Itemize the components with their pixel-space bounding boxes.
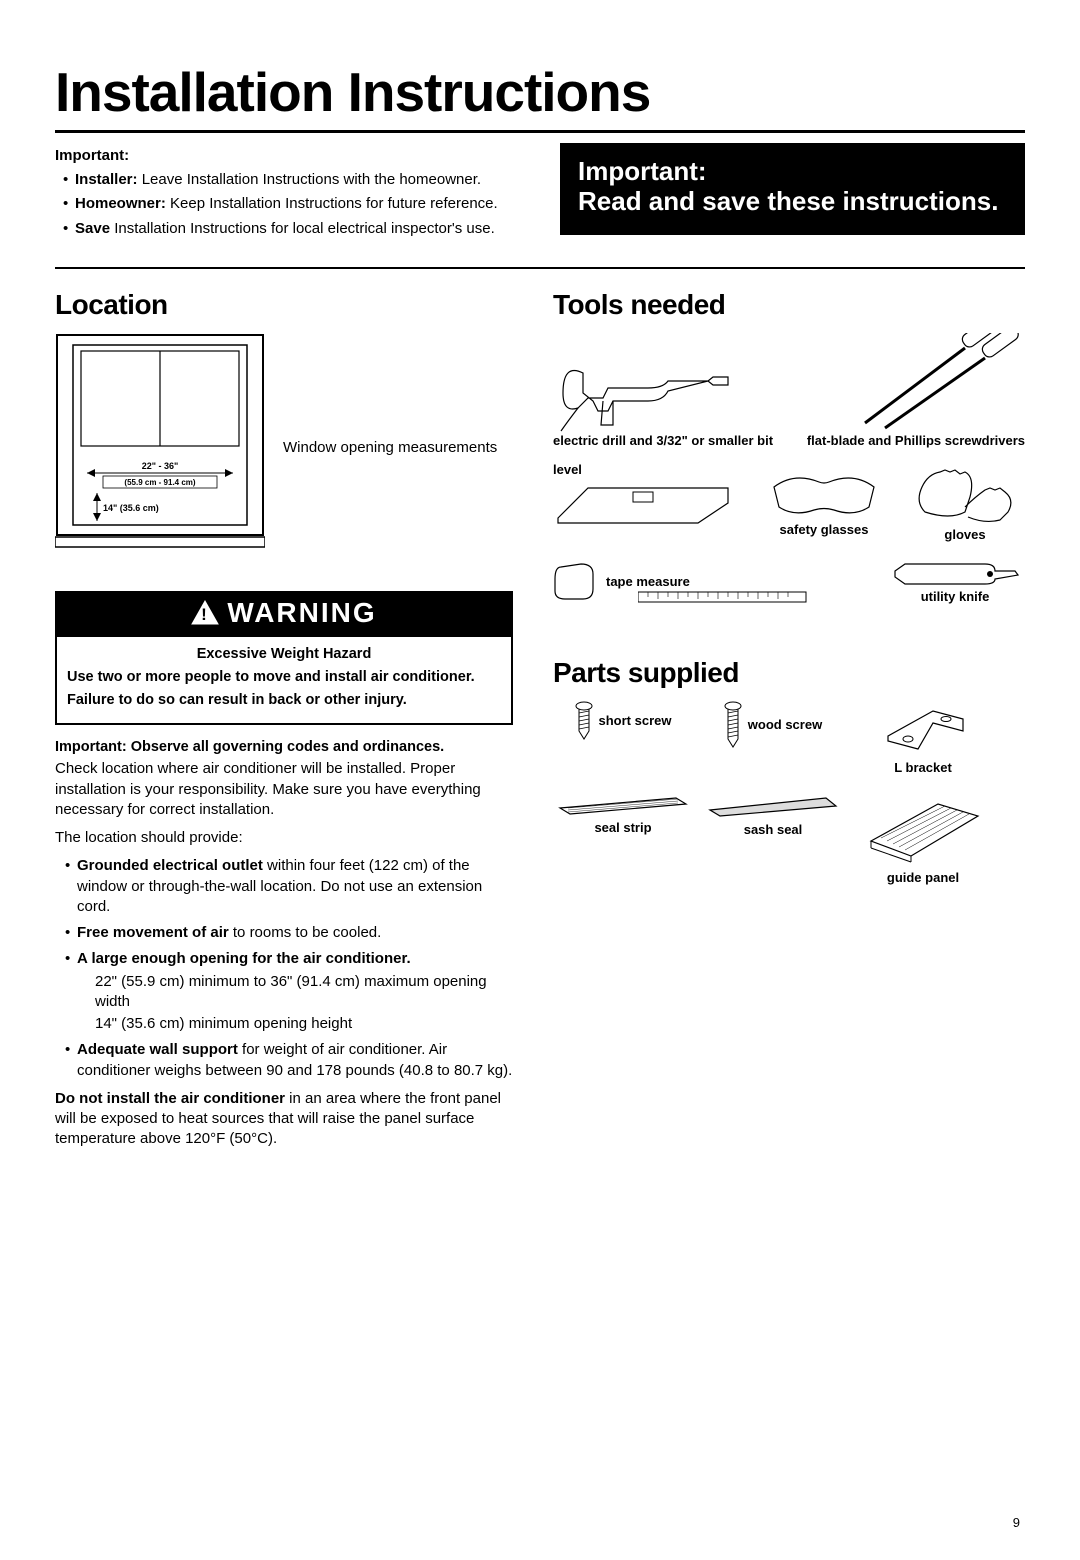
gloves-label: gloves: [944, 527, 985, 543]
do-not-install: Do not install the air conditioner in an…: [55, 1089, 513, 1150]
part-wood-screw: wood screw: [703, 701, 843, 776]
req-bold: Free movement of air: [77, 924, 229, 941]
warning-body: Excessive Weight Hazard Use two or more …: [55, 637, 513, 726]
window-caption: Window opening measurements: [283, 438, 497, 458]
top-row: Important: Installer: Leave Installation…: [55, 143, 1025, 243]
drill-icon: [553, 333, 733, 433]
tape-measure-icon: [553, 559, 598, 604]
tools-heading: Tools needed: [553, 289, 1025, 321]
important-bold: Save: [75, 220, 110, 237]
guide-panel-label: guide panel: [887, 870, 959, 886]
level-icon: [553, 478, 733, 528]
window-diagram-icon: 22" - 36" (55.9 cm - 91.4 cm) 14" (35.6 …: [55, 333, 265, 563]
req-text: to rooms to be cooled.: [229, 924, 382, 941]
warning-banner-text: WARNING: [227, 597, 376, 629]
warning-banner: ! WARNING: [55, 591, 513, 637]
level-label: level: [553, 462, 582, 478]
provide-intro: The location should provide:: [55, 828, 513, 848]
important-label: Important:: [55, 147, 520, 164]
requirement-item: Free movement of air to rooms to be cool…: [65, 923, 513, 943]
requirement-item: Grounded electrical outlet within four f…: [65, 856, 513, 917]
l-bracket-icon: [878, 701, 968, 756]
important-item: Homeowner: Keep Installation Instruction…: [63, 194, 520, 214]
important-text: Leave Installation Instructions with the…: [138, 171, 482, 188]
svg-text:!: !: [201, 605, 209, 624]
warning-line: Use two or more people to move and insta…: [67, 668, 501, 688]
part-guide-panel: guide panel: [853, 796, 993, 886]
short-screw-icon: [575, 701, 593, 741]
tool-glasses: safety glasses: [759, 462, 889, 538]
callout-line1: Important:: [578, 157, 1007, 187]
drill-label: electric drill and 3/32" or smaller bit: [553, 433, 773, 449]
part-l-bracket: L bracket: [853, 701, 993, 776]
important-item: Installer: Leave Installation Instructio…: [63, 170, 520, 190]
parts-heading: Parts supplied: [553, 657, 1025, 689]
guide-panel-icon: [863, 796, 983, 866]
important-list: Installer: Leave Installation Instructio…: [55, 170, 520, 239]
req-bold: A large enough opening for the air condi…: [77, 950, 411, 967]
requirement-item: A large enough opening for the air condi…: [65, 949, 513, 1034]
tool-gloves: gloves: [905, 462, 1025, 543]
glasses-label: safety glasses: [780, 522, 869, 538]
check-text: Check location where air conditioner wil…: [55, 759, 513, 820]
divider: [55, 267, 1025, 269]
requirement-item: Adequate wall support for weight of air …: [65, 1040, 513, 1081]
svg-text:14" (35.6 cm): 14" (35.6 cm): [103, 503, 159, 513]
warning-title: Excessive Weight Hazard: [67, 645, 501, 665]
parts-area: short screw wood screw: [553, 701, 1025, 885]
part-short-screw: short screw: [553, 701, 693, 776]
safety-glasses-icon: [764, 462, 884, 522]
svg-text:(55.9 cm - 91.4 cm): (55.9 cm - 91.4 cm): [124, 478, 195, 487]
knife-label: utility knife: [921, 589, 990, 605]
window-figure: 22" - 36" (55.9 cm - 91.4 cm) 14" (35.6 …: [55, 333, 513, 563]
important-block: Important: Installer: Leave Installation…: [55, 143, 520, 243]
left-column: Location 22" - 36" (55.9 cm - 91.4 cm) 1…: [55, 289, 513, 1158]
short-screw-label: short screw: [599, 713, 672, 729]
columns: Location 22" - 36" (55.9 cm - 91.4 cm) 1…: [55, 289, 1025, 1158]
l-bracket-label: L bracket: [894, 760, 952, 776]
tool-screwdrivers: flat-blade and Phillips screwdrivers: [799, 333, 1025, 449]
screwdrivers-label: flat-blade and Phillips screwdrivers: [807, 433, 1025, 449]
callout-line2: Read and save these instructions.: [578, 187, 1007, 217]
gloves-icon: [910, 462, 1020, 527]
sash-seal-icon: [708, 796, 838, 818]
part-sash-seal: sash seal: [703, 796, 843, 886]
tool-tape: tape measure: [553, 557, 869, 607]
screwdrivers-icon: [855, 333, 1025, 433]
page-number: 9: [1013, 1515, 1020, 1530]
part-seal-strip: seal strip: [553, 796, 693, 886]
wood-screw-label: wood screw: [748, 717, 822, 733]
callout-box: Important: Read and save these instructi…: [560, 143, 1025, 235]
do-not-install-bold: Do not install the air conditioner: [55, 1090, 285, 1107]
important-text: Installation Instructions for local elec…: [110, 220, 495, 237]
req-bold: Adequate wall support: [77, 1041, 238, 1058]
utility-knife-icon: [890, 559, 1020, 589]
important-item: Save Installation Instructions for local…: [63, 219, 520, 239]
seal-strip-icon: [558, 796, 688, 816]
req-sub: 14" (35.6 cm) minimum opening height: [77, 1014, 513, 1034]
tool-level: level: [553, 462, 743, 528]
requirements-list: Grounded electrical outlet within four f…: [55, 856, 513, 1081]
observe-heading: Important: Observe all governing codes a…: [55, 739, 513, 755]
important-text: Keep Installation Instructions for futur…: [166, 195, 498, 212]
right-column: Tools needed electric drill and 3/32" or…: [553, 289, 1025, 1158]
svg-text:22" - 36": 22" - 36": [142, 461, 179, 471]
tape-blade-icon: [638, 587, 808, 607]
req-sub: 22" (55.9 cm) minimum to 36" (91.4 cm) m…: [77, 972, 513, 1013]
tools-area: electric drill and 3/32" or smaller bit …: [553, 333, 1025, 607]
tool-drill: electric drill and 3/32" or smaller bit: [553, 333, 779, 449]
tool-knife: utility knife: [885, 559, 1025, 605]
sash-seal-label: sash seal: [744, 822, 803, 838]
seal-strip-label: seal strip: [594, 820, 651, 836]
warning-line: Failure to do so can result in back or o…: [67, 691, 501, 711]
warning-triangle-icon: !: [191, 600, 219, 625]
page-title: Installation Instructions: [55, 60, 1025, 133]
important-bold: Installer:: [75, 171, 138, 188]
callout-block: Important: Read and save these instructi…: [560, 143, 1025, 243]
important-bold: Homeowner:: [75, 195, 166, 212]
location-heading: Location: [55, 289, 513, 321]
req-bold: Grounded electrical outlet: [77, 857, 263, 874]
wood-screw-icon: [724, 701, 742, 749]
